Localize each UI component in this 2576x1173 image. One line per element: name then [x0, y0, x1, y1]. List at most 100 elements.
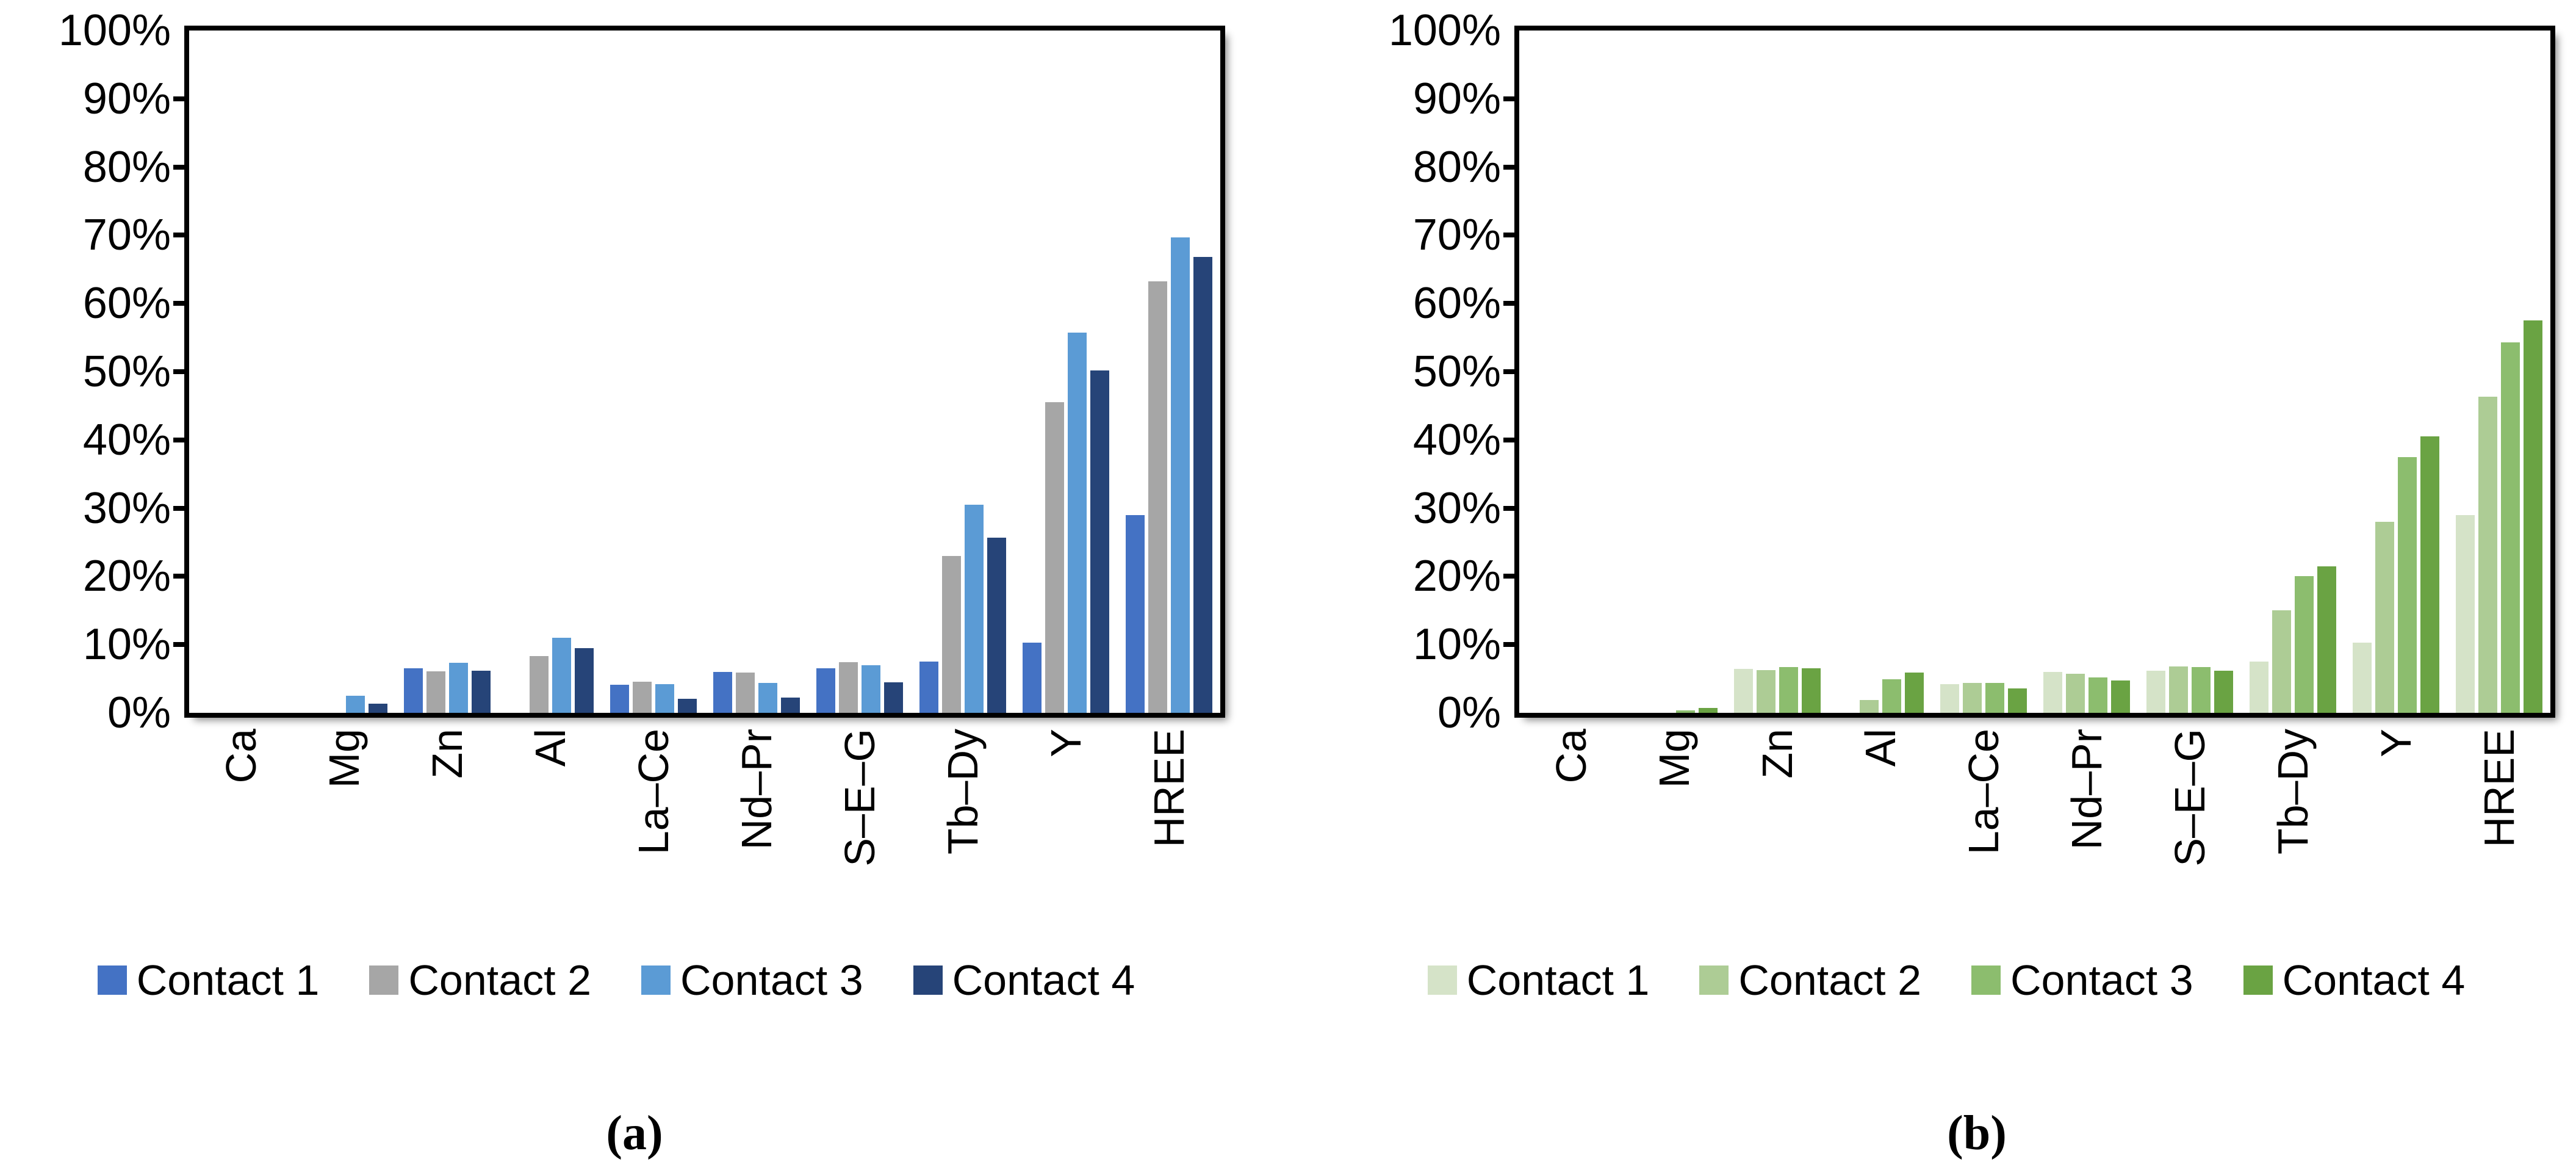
- y-axis-tick-label: 40%: [82, 415, 171, 464]
- x-axis-category-label: Al: [1857, 729, 1904, 1095]
- bar-contact-1-Nd–Pr: [2043, 672, 2062, 713]
- y-axis-tick-mark: [1503, 164, 1519, 170]
- x-axis-category-text: Y: [2372, 729, 2420, 757]
- legend-color-swatch: [913, 965, 943, 995]
- legend-color-swatch: [641, 965, 671, 995]
- bar-contact-2-La–Ce: [633, 682, 652, 713]
- bar-contact-2-Al: [530, 656, 549, 713]
- bar-contact-1-La–Ce: [610, 685, 629, 713]
- bar-contact-3-HREE: [2501, 342, 2520, 713]
- y-axis-tick-label: 60%: [1412, 279, 1501, 328]
- y-axis-tick-label: 20%: [1412, 552, 1501, 601]
- legend-label: Contact 3: [2010, 956, 2193, 1004]
- x-axis-category-label: Ca: [1547, 729, 1595, 1095]
- y-axis-tick-label: 10%: [82, 620, 171, 670]
- bar-contact-2-Tb–Dy: [942, 556, 961, 713]
- y-axis-tick-mark: [1503, 437, 1519, 442]
- x-axis-category-text: La–Ce: [1959, 729, 2007, 855]
- bar-contact-1-La–Ce: [1940, 684, 1959, 713]
- bar-contact-2-HREE: [2478, 397, 2497, 713]
- x-axis-category-label: La–Ce: [1959, 729, 2007, 1095]
- y-axis-tick-label: 100%: [1388, 6, 1501, 55]
- bar-contact-2-La–Ce: [1963, 683, 1982, 713]
- x-axis-category-text: HREE: [2475, 729, 2523, 848]
- y-axis-tick-label: 90%: [1412, 74, 1501, 123]
- bar-contact-4-Y: [1090, 370, 1109, 713]
- legend-item-contact-3: Contact 3: [1971, 957, 2193, 1003]
- bar-contact-1-Zn: [1734, 669, 1753, 713]
- bar-contact-3-S–E–G: [2192, 667, 2211, 713]
- bar-contact-2-S–E–G: [839, 662, 858, 713]
- bar-contact-4-S–E–G: [2214, 671, 2233, 713]
- legend-color-swatch: [2243, 965, 2273, 995]
- legend: Contact 1 Contact 2 Contact 3 Contact 4: [12, 956, 1220, 1005]
- bar-contact-1-S–E–G: [2146, 671, 2165, 713]
- y-axis-tick-mark: [1503, 96, 1519, 101]
- y-axis-tick-label: 40%: [1412, 415, 1501, 464]
- bar-contact-4-S–E–G: [884, 682, 903, 713]
- bar-contact-3-Al: [1882, 679, 1901, 713]
- y-axis-tick-mark: [173, 233, 189, 238]
- legend-label: Contact 4: [952, 956, 1135, 1004]
- legend-label: Contact 1: [1466, 956, 1650, 1004]
- y-axis-tick-label: 50%: [82, 347, 171, 396]
- bar-contact-3-La–Ce: [655, 684, 674, 713]
- x-axis-category-label: Nd–Pr: [2063, 729, 2110, 1095]
- y-axis-tick-mark: [1503, 642, 1519, 648]
- y-axis-tick-label: 30%: [1412, 483, 1501, 533]
- y-axis-tick-mark: [173, 574, 189, 579]
- legend-item-contact-2: Contact 2: [1699, 957, 1921, 1003]
- legend: Contact 1 Contact 2 Contact 3 Contact 4: [1342, 956, 2550, 1005]
- y-axis-tick-label: 80%: [1412, 142, 1501, 192]
- bar-contact-2-Zn: [426, 671, 445, 713]
- bar-contact-3-Mg: [1676, 710, 1695, 713]
- bar-contact-3-Nd–Pr: [758, 683, 777, 713]
- y-axis-tick-label: 30%: [82, 483, 171, 533]
- y-axis-tick-label: 80%: [82, 142, 171, 192]
- bar-contact-2-HREE: [1148, 281, 1167, 713]
- y-axis-tick-label: 0%: [1437, 688, 1501, 737]
- legend-color-swatch: [1427, 965, 1457, 995]
- y-axis-tick-label: 100%: [58, 6, 171, 55]
- bar-contact-2-Tb–Dy: [2272, 610, 2291, 713]
- bar-contact-4-Nd–Pr: [781, 698, 800, 713]
- x-axis-category-label: Tb–Dy: [2269, 729, 2317, 1095]
- legend-color-swatch: [1971, 965, 2001, 995]
- bar-contact-4-Mg: [1699, 708, 1718, 713]
- legend-item-contact-2: Contact 2: [369, 957, 591, 1003]
- y-axis-tick-label: 60%: [82, 279, 171, 328]
- y-axis-tick-mark: [1503, 301, 1519, 306]
- bar-contact-1-Tb–Dy: [919, 662, 938, 713]
- x-axis-category-label: Y: [2372, 729, 2420, 1095]
- bar-contact-1-Y: [2353, 643, 2372, 713]
- bar-contact-2-Al: [1860, 700, 1879, 713]
- y-axis-tick-label: 10%: [1412, 620, 1501, 670]
- bar-contact-3-Zn: [449, 663, 468, 713]
- legend-color-swatch: [1699, 965, 1729, 995]
- legend-label: Contact 4: [2282, 956, 2466, 1004]
- bar-contact-2-Y: [1045, 402, 1064, 713]
- legend-label: Contact 2: [1738, 956, 1921, 1004]
- x-axis-category-text: Ca: [1547, 729, 1595, 784]
- y-axis-tick-mark: [173, 301, 189, 306]
- bar-contact-4-Al: [1905, 673, 1924, 713]
- bar-contact-4-Y: [2420, 436, 2439, 713]
- y-axis-tick-mark: [1503, 505, 1519, 511]
- x-axis-category-label: Zn: [1754, 729, 1801, 1095]
- bar-contact-2-Zn: [1757, 670, 1775, 713]
- bar-contact-4-Zn: [472, 671, 491, 713]
- y-axis-tick-mark: [1503, 574, 1519, 579]
- y-axis-tick-label: 90%: [82, 74, 171, 123]
- legend-item-contact-4: Contact 4: [913, 957, 1135, 1003]
- bar-contact-3-Tb–Dy: [2295, 576, 2314, 713]
- legend-item-contact-1: Contact 1: [97, 956, 320, 1004]
- bar-contact-4-HREE: [1193, 257, 1212, 713]
- legend-label: Contact 2: [408, 956, 591, 1004]
- bar-contact-3-Y: [1068, 333, 1087, 713]
- bar-contact-3-Y: [2398, 457, 2417, 713]
- legend-label: Contact 1: [136, 956, 320, 1004]
- bar-contact-3-S–E–G: [862, 665, 880, 713]
- y-axis-tick-label: 0%: [107, 688, 171, 737]
